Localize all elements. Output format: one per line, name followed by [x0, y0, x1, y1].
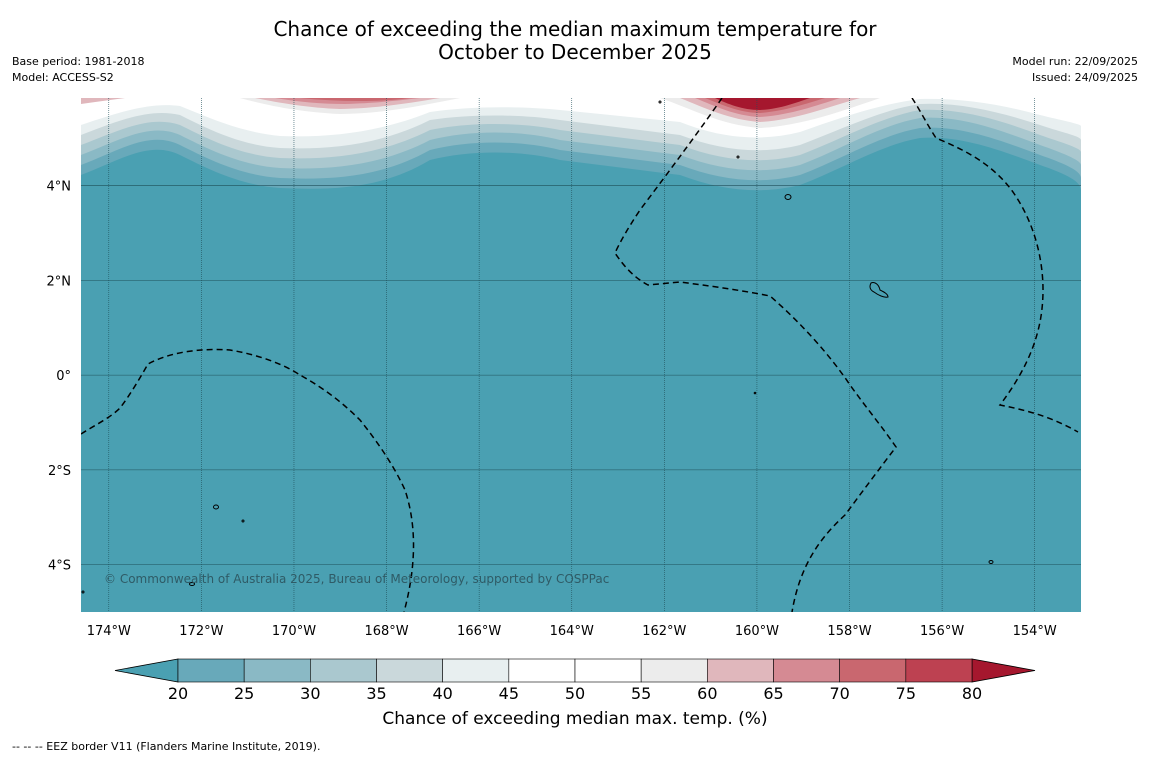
- model-run: Model run: 22/09/2025: [1012, 55, 1138, 68]
- eez-borders: [81, 98, 1079, 612]
- colorbar-tick-label: 35: [366, 684, 386, 703]
- lat-tick-label: 2°N: [47, 274, 72, 289]
- colorbar-tick-label: 25: [234, 684, 254, 703]
- lon-tick-label: 156°W: [920, 624, 964, 639]
- map-background-teal: [81, 98, 1081, 612]
- island: [988, 560, 994, 564]
- lon-tick-label: 162°W: [642, 624, 686, 639]
- colorbar-tick-label: 55: [631, 684, 651, 703]
- colorbar-segment: [839, 658, 907, 683]
- colorbar: [114, 658, 1036, 683]
- lon-tick-label: 170°W: [272, 624, 316, 639]
- contour-band-80: [715, 98, 810, 110]
- colorbar-segment: [243, 658, 311, 683]
- island: [869, 282, 889, 298]
- colorbar-tick-label: 50: [565, 684, 585, 703]
- latitude-labels: 4°N 2°N 0° 2°S 4°S: [47, 180, 72, 574]
- colorbar-segment: [905, 658, 973, 683]
- island: [81, 590, 85, 594]
- model-name: Model: ACCESS-S2: [12, 71, 114, 84]
- colorbar-tick-label: 45: [499, 684, 519, 703]
- colorbar-segment: [376, 658, 443, 683]
- colorbar-segment: [574, 658, 642, 683]
- colorbar-segment: [773, 658, 840, 683]
- copyright-notice: © Commonwealth of Australia 2025, Bureau…: [104, 572, 610, 586]
- island: [784, 194, 792, 200]
- title-line-1: Chance of exceeding the median maximum t…: [273, 17, 877, 41]
- lat-tick-label: 4°N: [47, 180, 72, 195]
- colorbar-extend-high: [971, 658, 1036, 683]
- colorbar-tick-label: 30: [300, 684, 320, 703]
- colorbar-tick-label: 60: [697, 684, 717, 703]
- chart-title: Chance of exceeding the median maximum t…: [0, 18, 1150, 64]
- eez-border-west: [81, 348, 415, 612]
- lat-tick-label: 4°S: [48, 559, 71, 574]
- colorbar-extend-low: [114, 658, 179, 683]
- colorbar-tick-label: 40: [432, 684, 452, 703]
- colorbar-tick-label: 65: [763, 684, 783, 703]
- colorbar-tick-label: 75: [896, 684, 916, 703]
- meta-left: Base period: 1981-2018 Model: ACCESS-S2: [12, 54, 144, 86]
- lon-tick-label: 166°W: [457, 624, 501, 639]
- longitude-labels: 174°W 172°W 170°W 168°W 166°W 164°W 162°W 160°W…: [87, 624, 1057, 639]
- issued-date: Issued: 24/09/2025: [1031, 71, 1138, 84]
- colorbar-labels: 20 25 30 35 40 45 50 55 60 65 70 75 80: [168, 684, 982, 703]
- gridlines: [81, 98, 1081, 612]
- lon-tick-label: 164°W: [550, 624, 594, 639]
- island: [241, 519, 245, 523]
- colorbar-tick-label: 80: [962, 684, 982, 703]
- eez-border-east: [911, 98, 1079, 433]
- islands: [81, 100, 994, 594]
- lon-tick-label: 160°W: [735, 624, 779, 639]
- island: [189, 582, 195, 586]
- lat-tick-label: 0°: [56, 369, 71, 384]
- meta-right: Model run: 22/09/2025 Issued: 24/09/2025: [1012, 54, 1138, 86]
- colorbar-segment: [177, 658, 245, 683]
- colorbar-segment: [640, 658, 708, 683]
- lon-tick-label: 158°W: [827, 624, 871, 639]
- colorbar-title: Chance of exceeding median max. temp. (%…: [382, 709, 768, 729]
- island: [753, 391, 757, 395]
- lon-tick-label: 168°W: [364, 624, 408, 639]
- colorbar-segment: [707, 658, 774, 683]
- colorbar-segment: [310, 658, 377, 683]
- island: [213, 504, 219, 510]
- eez-border-central: [614, 98, 897, 612]
- colorbar-segment: [508, 658, 576, 683]
- island: [658, 100, 662, 104]
- lon-tick-label: 174°W: [87, 624, 131, 639]
- title-line-2: October to December 2025: [438, 40, 712, 64]
- colorbar-segment: [442, 658, 510, 683]
- eez-footnote: -- -- -- EEZ border V11 (Flanders Marine…: [12, 740, 321, 753]
- colorbar-tick-label: 20: [168, 684, 188, 703]
- island: [736, 155, 740, 159]
- lon-tick-label: 154°W: [1013, 624, 1057, 639]
- lon-tick-label: 172°W: [179, 624, 223, 639]
- base-period: Base period: 1981-2018: [12, 55, 145, 68]
- colorbar-tick-label: 70: [829, 684, 849, 703]
- map-plot-area: [81, 98, 1081, 612]
- lat-tick-label: 2°S: [48, 464, 71, 479]
